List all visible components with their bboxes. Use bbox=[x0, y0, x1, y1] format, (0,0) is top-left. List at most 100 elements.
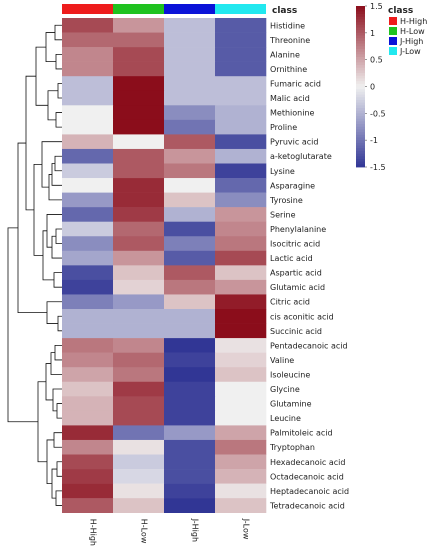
heatmap-cell bbox=[215, 381, 267, 397]
row-label: Lactic acid bbox=[270, 254, 313, 263]
color-scale-step bbox=[356, 22, 365, 26]
dendrogram-branch bbox=[17, 142, 47, 314]
legend-swatch bbox=[389, 37, 397, 45]
color-scale-step bbox=[356, 6, 365, 10]
heatmap-cell bbox=[113, 207, 165, 222]
heatmap-cell bbox=[215, 338, 267, 353]
heatmap-cell bbox=[164, 294, 216, 310]
color-scale-step bbox=[356, 116, 365, 120]
heatmap-cell bbox=[62, 47, 114, 62]
heatmap-cell bbox=[62, 61, 114, 77]
color-scale-step bbox=[356, 35, 365, 39]
row-label: Isoleucine bbox=[270, 370, 310, 379]
heatmap-cell bbox=[215, 294, 267, 310]
row-label: Threonine bbox=[269, 36, 310, 45]
heatmap-cell bbox=[113, 148, 165, 164]
dendrogram-branch bbox=[45, 363, 53, 401]
heatmap-cell bbox=[113, 221, 165, 237]
color-scale-step bbox=[356, 156, 365, 160]
heatmap-cell bbox=[215, 18, 267, 33]
heatmap-cell bbox=[215, 163, 267, 179]
row-labels: Histidine Threonine Alanine Ornithine Fumari… bbox=[269, 21, 349, 510]
color-scale-tick-label: 0 bbox=[370, 83, 375, 92]
color-scale-step bbox=[356, 48, 365, 53]
heatmap-cell bbox=[164, 309, 216, 324]
heatmap-cell bbox=[215, 498, 267, 513]
heatmap-cell bbox=[164, 134, 216, 150]
legend-label: J-High bbox=[399, 37, 423, 46]
heatmap-cell bbox=[164, 18, 216, 33]
color-scale-step bbox=[356, 158, 365, 163]
heatmap-cell bbox=[62, 309, 114, 324]
heatmap-cell bbox=[113, 498, 165, 513]
color-scale-step bbox=[356, 164, 365, 168]
row-label: Methionine bbox=[270, 109, 315, 118]
color-scale-step bbox=[356, 126, 365, 130]
heatmap-cell bbox=[215, 367, 267, 383]
heatmap-cell bbox=[62, 90, 114, 106]
heatmap-cell bbox=[113, 439, 165, 455]
color-scale-step bbox=[356, 97, 365, 101]
heatmap-cell bbox=[113, 309, 165, 324]
heatmap-cell bbox=[113, 483, 165, 499]
row-label: Lysine bbox=[270, 167, 295, 176]
dendrogram-branch bbox=[45, 32, 56, 63]
heatmap-cell bbox=[215, 32, 267, 48]
color-scale-tick-label: -0.5 bbox=[370, 109, 386, 118]
heatmap-cell bbox=[62, 105, 114, 121]
heatmap-cell bbox=[62, 148, 114, 164]
dendrogram-branch bbox=[51, 163, 62, 186]
heatmap-cell bbox=[215, 192, 267, 208]
heatmap-cell bbox=[164, 236, 216, 252]
heatmap-cell bbox=[215, 90, 267, 106]
color-scale-step bbox=[356, 8, 365, 12]
row-label: Asparagine bbox=[270, 181, 315, 190]
row-label: Proline bbox=[270, 123, 297, 132]
row-label: Ornithine bbox=[270, 65, 307, 74]
heatmap-cell bbox=[62, 439, 114, 455]
heatmap-cell bbox=[113, 265, 165, 281]
heatmap-cell bbox=[113, 192, 165, 208]
heatmap-cell bbox=[215, 425, 267, 441]
heatmap-cell bbox=[62, 396, 114, 412]
color-scale-step bbox=[356, 32, 365, 36]
heatmap-cell bbox=[164, 90, 216, 106]
color-scale-step bbox=[356, 107, 365, 112]
dendrogram-branch bbox=[25, 75, 36, 211]
heatmap-cell bbox=[62, 279, 114, 295]
column-label: J-High bbox=[191, 518, 200, 542]
dendrogram-branch bbox=[54, 24, 62, 41]
column-labels: H-High H-Low J-High J-Low bbox=[89, 518, 251, 546]
heatmap-cell bbox=[215, 61, 267, 77]
color-scale-step bbox=[356, 91, 365, 95]
legend-label: H-High bbox=[400, 17, 427, 26]
heatmap-cell bbox=[62, 367, 114, 383]
row-label: Pyruvic acid bbox=[270, 138, 318, 147]
heatmap-cell bbox=[215, 439, 267, 455]
heatmap-cell bbox=[62, 134, 114, 150]
heatmap-cell bbox=[164, 439, 216, 455]
heatmap-cell bbox=[113, 18, 165, 33]
dendrogram-branch bbox=[55, 112, 62, 128]
color-scale-step bbox=[356, 105, 365, 109]
heatmap-cell bbox=[62, 192, 114, 208]
row-label: Palmitoleic acid bbox=[270, 429, 333, 438]
heatmap-cell bbox=[113, 61, 165, 77]
row-label: Leucine bbox=[270, 414, 301, 423]
color-scale-step bbox=[356, 121, 365, 125]
legend-swatch bbox=[389, 27, 397, 35]
heatmap-cell bbox=[215, 236, 267, 252]
color-scale-step bbox=[356, 129, 365, 133]
heatmap-cell bbox=[113, 367, 165, 383]
heatmap-cell bbox=[113, 323, 165, 339]
heatmap-cell bbox=[113, 425, 165, 441]
legend-title: class bbox=[388, 6, 413, 16]
color-scale-step bbox=[356, 124, 365, 128]
row-label: Glutamine bbox=[270, 400, 312, 409]
heatmap-cell bbox=[164, 163, 216, 179]
heatmap-cell bbox=[215, 105, 267, 121]
legend-label: H-Low bbox=[400, 27, 425, 36]
color-scale-step bbox=[356, 142, 365, 146]
